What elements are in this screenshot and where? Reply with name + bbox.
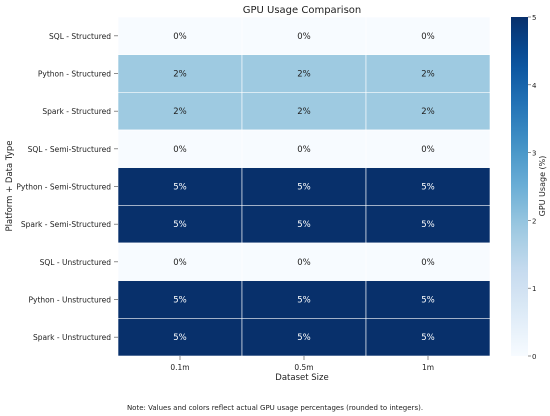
colorbar-tick-label: 0 (532, 353, 536, 361)
cell-value-label: 0% (421, 258, 435, 268)
cell-value-label: 2% (421, 70, 435, 80)
cell-value-label: 0% (173, 258, 187, 268)
cell-value-label: 2% (421, 107, 435, 117)
heatmap-cell (117, 318, 243, 357)
colorbar-tick-label: 1 (532, 285, 536, 293)
cell-value-label: 5% (173, 296, 187, 306)
row-label: Spark - Unstructured (33, 333, 111, 342)
heatmap-cell (365, 167, 491, 206)
heatmap-cell (117, 54, 243, 93)
heatmap-cell (241, 92, 367, 131)
heatmap-cell (365, 280, 491, 319)
row-label: Python - Semi-Structured (16, 183, 111, 192)
cell-value-label: 2% (173, 107, 187, 117)
colorbar-gradient (511, 17, 528, 356)
x-axis-label: Dataset Size (275, 373, 328, 383)
heatmap-cell (241, 205, 367, 244)
cell-value-label: 5% (421, 333, 435, 343)
cell-value-label: 5% (173, 220, 187, 230)
cell-value-label: 0% (297, 145, 311, 155)
cell-value-label: 5% (297, 333, 311, 343)
heatmap-cell (365, 205, 491, 244)
heatmap-cell (365, 16, 491, 55)
cell-value-label: 5% (297, 296, 311, 306)
cell-value-label: 0% (421, 145, 435, 155)
row-label: Spark - Semi-Structured (21, 220, 111, 229)
heatmap-cell (241, 54, 367, 93)
cell-value-label: 0% (421, 32, 435, 42)
row-labels: SQL - Structured Python - Structured Spark… (16, 32, 118, 342)
heatmap-cell (117, 167, 243, 206)
cell-value-label: 0% (173, 32, 187, 42)
cell-value-label: 0% (297, 32, 311, 42)
cell-value-label: 2% (297, 70, 311, 80)
column-label: 1m (422, 363, 434, 372)
heatmap-cell (365, 242, 491, 281)
chart-title: GPU Usage Comparison (243, 5, 362, 16)
column-label: 0.5m (294, 363, 313, 372)
cell-value-label: 0% (297, 258, 311, 268)
heatmap-cell (365, 129, 491, 168)
colorbar-tick-label: 4 (532, 82, 537, 90)
colorbar-tick-label: 3 (532, 150, 536, 158)
colorbar-label: GPU Usage (%) (538, 156, 547, 217)
heatmap-cell (365, 54, 491, 93)
cell-value-label: 0% (173, 145, 187, 155)
heatmap-cell (241, 167, 367, 206)
footnote: Note: Values and colors reflect actual G… (126, 404, 424, 412)
heatmap-cells: 0% 0% 0% 2% 2% 2% 2% 2% 2% 0% 0% 0% 5% 5% 5% 5% 5% 5% 0% 0%… (117, 16, 491, 357)
heatmap-cell (117, 242, 243, 281)
row-label: SQL - Structured (49, 32, 111, 41)
colorbar-tick-label: 2 (532, 217, 536, 225)
y-axis-label: Platform + Data Type (5, 141, 15, 232)
cell-value-label: 5% (173, 183, 187, 193)
column-labels: 0.1m 0.5m 1m (170, 356, 434, 372)
colorbar-tick-label: 5 (532, 14, 536, 22)
heatmap-cell (117, 280, 243, 319)
row-label: SQL - Unstructured (40, 258, 112, 267)
heatmap-cell (365, 318, 491, 357)
column-label: 0.1m (170, 363, 189, 372)
heatmap-cell (117, 129, 243, 168)
cell-value-label: 5% (421, 220, 435, 230)
cell-value-label: 2% (173, 70, 187, 80)
row-label: Python - Unstructured (28, 296, 111, 305)
cell-value-label: 5% (297, 220, 311, 230)
heatmap-cell (241, 280, 367, 319)
cell-value-label: 2% (297, 107, 311, 117)
heatmap-cell (241, 242, 367, 281)
cell-value-label: 5% (421, 183, 435, 193)
cell-value-label: 5% (297, 183, 311, 193)
row-label: SQL - Semi-Structured (28, 145, 112, 154)
row-label: Python - Structured (38, 70, 111, 79)
colorbar: 0 1 2 3 4 5 (511, 14, 537, 361)
heatmap-cell (117, 16, 243, 55)
heatmap-cell (241, 16, 367, 55)
row-label: Spark - Structured (42, 107, 111, 116)
cell-value-label: 5% (173, 333, 187, 343)
cell-value-label: 5% (421, 296, 435, 306)
